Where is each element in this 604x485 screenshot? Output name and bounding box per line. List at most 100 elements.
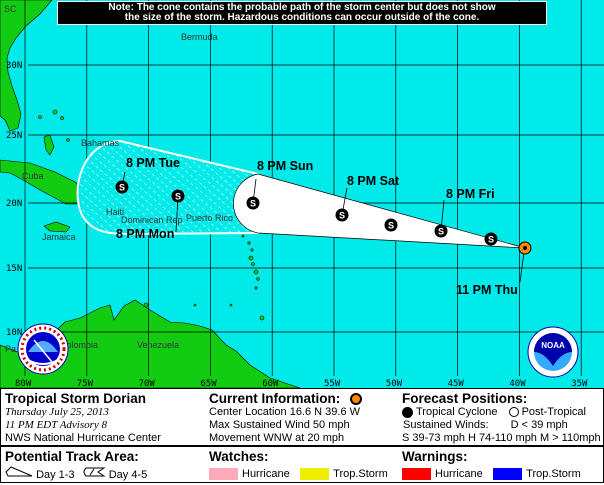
warnings-legend: Warnings: Hurricane Trop.Storm [402, 449, 587, 485]
depression-scale: D < 39 mph [510, 419, 568, 431]
lat-label: 30N [6, 61, 22, 71]
day1-3-label: Day 1-3 [36, 469, 75, 481]
intensity-letter: S [339, 211, 345, 221]
watches-title: Watches: [209, 449, 269, 464]
cone-day1-3 [233, 173, 526, 249]
ts-warning-label: Trop.Storm [526, 468, 581, 480]
ts-watch-swatch [300, 468, 330, 480]
day4-5-label: Day 4-5 [108, 469, 148, 481]
lon-label: 60W [262, 379, 279, 388]
watches-legend: Watches: Hurricane Trop.Storm [209, 449, 394, 485]
max-wind: Max Sustained Wind 50 mph [209, 419, 350, 431]
label-puerto-rico: Puerto Rico [186, 213, 233, 223]
noaa-logo-text: NOAA [541, 341, 565, 350]
warnings-title: Warnings: [402, 449, 468, 464]
center-location: Center Location 16.6 N 39.6 W [209, 406, 361, 418]
day1-3-cone-icon [5, 466, 33, 477]
label-8pm-sat: 8 PM Sat [347, 174, 400, 188]
track-area-legend: Potential Track Area: Day 1-3 Day 4-5 [5, 449, 147, 482]
ts-warning-swatch [493, 468, 523, 480]
cuba [0, 159, 97, 205]
current-title: Current Information: [209, 391, 341, 406]
sustained-winds-label: Sustained Winds: [403, 419, 489, 431]
label-8pm-mon: 8 PM Mon [116, 227, 174, 241]
label-8pm-fri: 8 PM Fri [446, 187, 495, 201]
label-bermuda: Bermuda [181, 32, 218, 42]
south-america [0, 299, 301, 388]
day4-5-cone-icon [83, 467, 106, 477]
tropical-storm-marker[interactable]: S [484, 232, 498, 246]
label-jamaica: Jamaica [42, 232, 76, 242]
current-position-marker[interactable] [518, 241, 532, 255]
track-area-title: Potential Track Area: [5, 449, 139, 464]
current-position-icon [350, 393, 363, 406]
tropical-storm-marker[interactable]: S [246, 196, 260, 210]
label-bahamas: Bahamas [81, 138, 120, 148]
lon-label: 40W [509, 379, 526, 388]
ts-watch-label: Trop.Storm [333, 468, 388, 480]
jamaica [43, 221, 71, 233]
intensity-scale: S 39-73 mph H 74-110 mph M > 110mph [402, 432, 601, 444]
storm-date: Thursday July 25, 2013 [5, 406, 109, 418]
hurricane-warning-label: Hurricane [435, 468, 483, 480]
nws-logo [17, 323, 69, 375]
note-line-2: the size of the storm. Hazardous conditi… [124, 12, 480, 23]
current-info: Current Information: Center Location 16.… [209, 391, 363, 445]
lat-label: 15N [6, 264, 22, 274]
label-cuba: Cuba [22, 171, 44, 181]
lon-label: 65W [200, 379, 217, 388]
hurricane-warning-swatch [402, 468, 431, 480]
label-dominican-rep: Dominican Rep [121, 215, 183, 225]
movement: Movement WNW at 20 mph [209, 432, 345, 444]
lon-label: 35W [571, 379, 588, 388]
storm-info: Tropical Storm Dorian Thursday July 25, … [5, 391, 161, 445]
label-8pm-tue: 8 PM Tue [126, 156, 180, 170]
storm-track-map: S S S S S S S 11 PM Thu 8 PM Fri 8 PM Sat 8 PM… [0, 0, 604, 388]
tropical-storm-marker[interactable]: S [434, 224, 448, 238]
label-sc: SC [4, 4, 17, 14]
cone-day4-5 [76, 139, 259, 236]
forecast-legend: Forecast Positions: Tropical Cyclone Pos… [402, 391, 601, 445]
post-tropical-icon [508, 407, 519, 418]
intensity-letter: S [388, 221, 394, 231]
lat-label: 20N [6, 199, 22, 209]
lat-label: 25N [6, 131, 22, 141]
lat-label: 10N [6, 328, 22, 338]
land [0, 0, 301, 388]
tropical-storm-marker[interactable]: S [384, 218, 398, 232]
post-tropical-label: Post-Tropical [521, 406, 586, 418]
tropical-cyclone-label: Tropical Cyclone [416, 406, 498, 418]
tropical-storm-marker[interactable]: S [335, 208, 349, 222]
intensity-letter: S [488, 235, 494, 245]
lon-label: 45W [448, 379, 465, 388]
intensity-letter: S [250, 199, 256, 209]
label-colombia: Colombia [60, 340, 98, 350]
lesser-antilles [143, 234, 265, 321]
hurricane-watch-label: Hurricane [242, 468, 290, 480]
storm-advisory: 11 PM EDT Advisory 8 [5, 419, 108, 431]
lon-label: 55W [324, 379, 341, 388]
hurricane-watch-swatch [209, 468, 238, 480]
us-coast [0, 0, 53, 132]
label-venezuela: Venezuela [137, 340, 179, 350]
intensity-letter: S [175, 192, 181, 202]
label-11pm-thu: 11 PM Thu [456, 283, 518, 297]
tropical-storm-marker[interactable]: S [115, 180, 129, 194]
intensity-letter: S [119, 183, 125, 193]
intensity-letter: S [438, 227, 444, 237]
label-8pm-sun: 8 PM Sun [257, 159, 313, 173]
tropical-storm-marker[interactable]: S [171, 189, 185, 203]
tropical-cyclone-icon [402, 406, 413, 418]
label-haiti: Haiti [106, 207, 124, 217]
lon-label: 70W [139, 379, 156, 388]
label-panama: Pa [5, 344, 16, 354]
storm-name: Tropical Storm Dorian [5, 391, 147, 406]
cone-note: Note: The cone contains the probable pat… [57, 1, 547, 25]
note-line-1: Note: The cone contains the probable pat… [108, 2, 496, 13]
lon-label: 80W [15, 379, 32, 388]
storm-center: NWS National Hurricane Center [5, 432, 161, 444]
legend-panel: Tropical Storm Dorian Thursday July 25, … [0, 388, 604, 483]
noaa-logo: NOAA [527, 326, 579, 378]
lon-label: 75W [77, 379, 94, 388]
forecast-markers: S S S S S S S [115, 180, 498, 246]
